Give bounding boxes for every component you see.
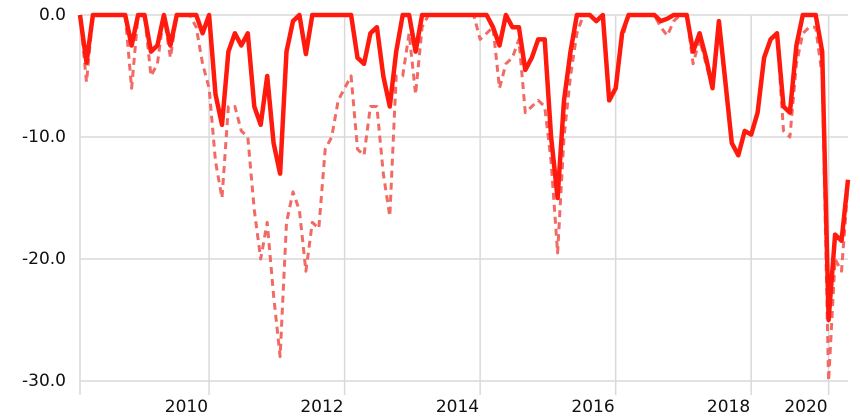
y-tick-label: -30.0: [22, 371, 66, 391]
y-tick-label: 0.0: [39, 5, 66, 25]
series-line: [77, 12, 851, 323]
x-tick-label: 2010: [165, 397, 208, 417]
x-tick-label: 2014: [436, 397, 479, 417]
x-tick-label: 2016: [571, 397, 614, 417]
x-tick-label: 2018: [707, 397, 750, 417]
x-tick-label: 2020: [784, 397, 827, 417]
x-tick-label: 2012: [300, 397, 343, 417]
y-tick-label: -10.0: [22, 127, 66, 147]
series-line: [78, 13, 850, 383]
y-tick-label: -20.0: [22, 249, 66, 269]
